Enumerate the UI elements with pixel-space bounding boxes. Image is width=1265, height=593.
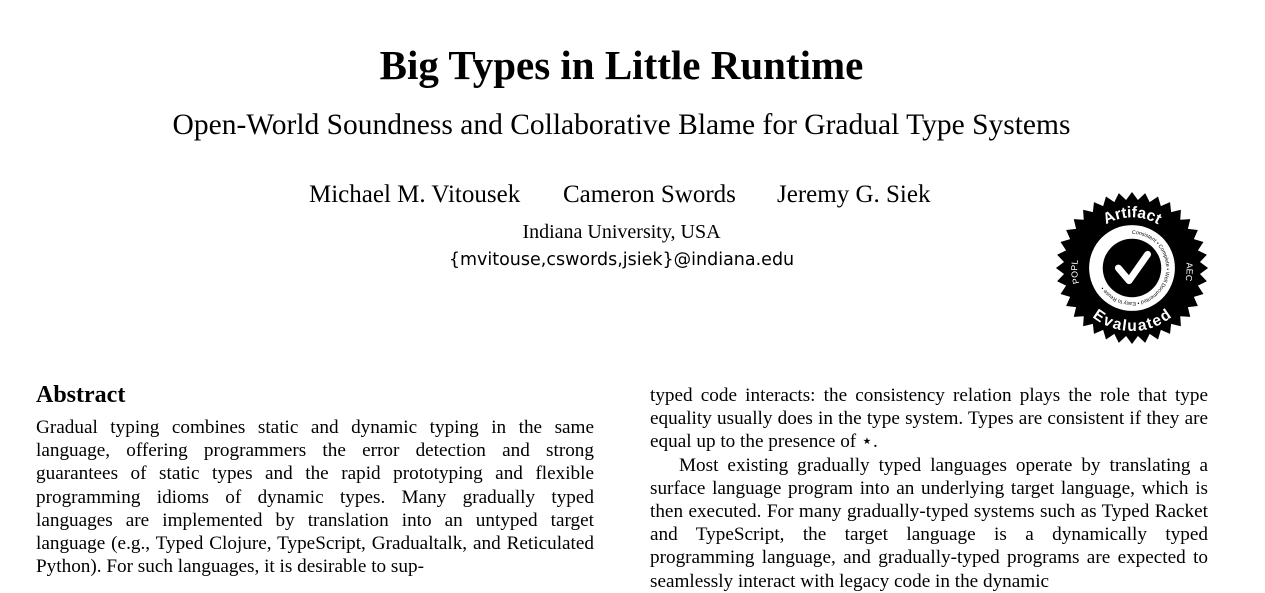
artifact-evaluated-seal: Artifact Evaluated POPL AEC Consistent •…: [1055, 191, 1209, 345]
paper-subtitle: Open-World Soundness and Collaborative B…: [172, 109, 1071, 141]
paper-page: { "paper": { "title": "Big Types in Litt…: [36, 42, 1209, 592]
abstract-heading: Abstract: [36, 382, 126, 408]
author-name: Michael M. Vitousek: [309, 181, 521, 208]
paper-title: Big Types in Little Runtime: [379, 42, 864, 88]
body-paragraph: Most existing gradually typed languages …: [650, 454, 1208, 592]
author-affiliation: Indiana University, USA: [522, 221, 721, 243]
author-name: Jeremy G. Siek: [777, 181, 931, 208]
checkmark-icon: [1114, 250, 1152, 285]
right-text-column: typed code interacts: the consistency re…: [650, 384, 1208, 593]
body-paragraph: typed code interacts: the consistency re…: [650, 385, 1208, 453]
author-name: Cameron Swords: [563, 181, 736, 208]
abstract-column: Abstract Gradual typing combines static …: [36, 380, 594, 578]
author-email: {mvitouse,cswords,jsiek}@indiana.edu: [448, 250, 795, 270]
abstract-paragraph: Gradual typing combines static and dynam…: [36, 417, 594, 578]
seal-label-right: AEC: [1183, 262, 1194, 282]
seal-label-left: POPL: [1069, 259, 1081, 285]
seal-center-disc: [1102, 238, 1162, 298]
